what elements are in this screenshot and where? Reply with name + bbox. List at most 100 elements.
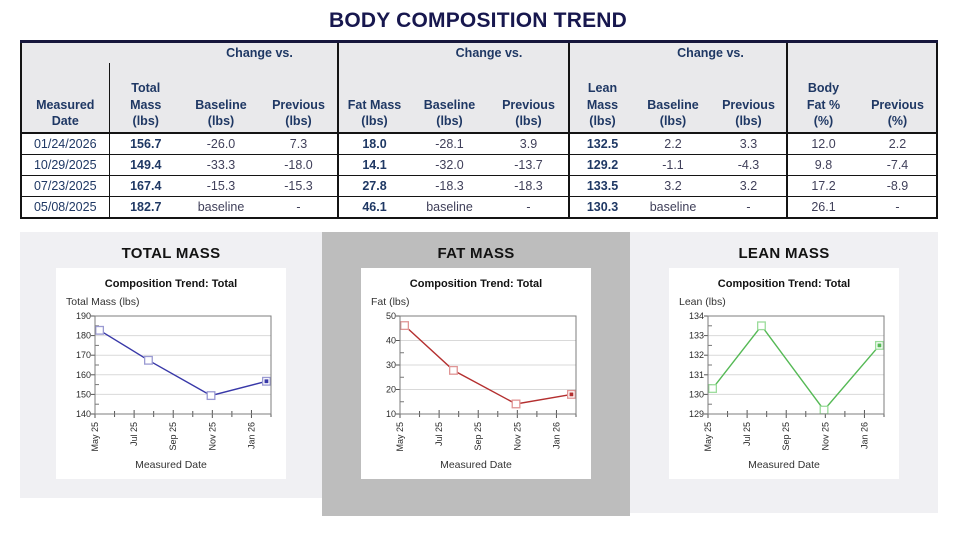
- x-axis-tick-label: Sep 25: [781, 422, 791, 451]
- table-cell: -28.1: [410, 133, 489, 155]
- data-point-marker: [95, 325, 105, 335]
- table-row: 10/29/2025 149.4 -33.3 -18.0 14.1 -32.0 -13.7 1…: [21, 154, 937, 176]
- trend-chart-svg: 10 20 30 40 50 May 25 Jul 25 Sep 25 Nov 25 Jan 26: [386, 311, 577, 452]
- table-cell: 17.2: [786, 175, 859, 197]
- table-cell: 18.0: [337, 133, 410, 155]
- table-cell: -26.0: [182, 133, 260, 155]
- y-axis-tick-label: 132: [689, 350, 704, 360]
- table-cell: -1.1: [635, 154, 711, 176]
- chart-panel-total-mass: TOTAL MASS Composition Trend: Total Total …: [20, 232, 322, 498]
- table-cell: -33.3: [182, 154, 260, 176]
- header-group-row: Change vs. Change vs. Change vs.: [21, 41, 937, 63]
- x-axis-tick-label: Jan 26: [246, 422, 256, 449]
- table-cell: 133.5: [568, 175, 635, 197]
- y-axis-tick-label: 180: [76, 331, 91, 341]
- column-header: Fat Mass (lbs): [337, 63, 410, 134]
- y-axis-tick-label: 131: [689, 370, 704, 380]
- trend-chart-svg: 140 150 160 170 180 190 May 25 Jul 25 Sep 25 Nov …: [76, 311, 272, 452]
- table-cell: -: [895, 200, 900, 214]
- latest-point-marker: [569, 392, 574, 397]
- table-cell: 129.2: [568, 154, 635, 176]
- latest-point-marker: [877, 343, 882, 348]
- data-point-marker: [511, 399, 521, 409]
- table-cell: 3.9: [489, 133, 569, 155]
- table-cell: 167.4: [109, 175, 182, 197]
- header-spacer: [859, 41, 937, 63]
- latest-point-marker: [264, 379, 269, 384]
- y-axis-tick-label: 160: [76, 370, 91, 380]
- y-axis-tick-label: 134: [689, 311, 704, 321]
- chart-panel-lean-mass: LEAN MASS Composition Trend: Total Lean (l…: [630, 232, 938, 513]
- header-spacer: [337, 41, 410, 63]
- x-axis-tick-label: May 25: [703, 422, 713, 452]
- table-cell: -8.9: [859, 175, 937, 197]
- x-axis-tick-label: Jan 26: [551, 422, 561, 449]
- data-point-marker: [708, 384, 718, 393]
- table-cell: 132.5: [568, 133, 635, 155]
- chart-title: Composition Trend: Total: [409, 278, 543, 290]
- change-vs-header: Change vs.: [410, 41, 569, 63]
- chart-x-axis-label: Measured Date: [135, 459, 207, 471]
- table-cell: 26.1: [786, 196, 859, 218]
- table-cell: 10/29/2025: [21, 154, 110, 176]
- column-header: Previous (lbs): [260, 63, 338, 134]
- trend-line: [99, 329, 267, 397]
- y-axis-tick-label: 40: [386, 336, 396, 346]
- page-title: BODY COMPOSITION TREND: [328, 9, 628, 32]
- panel-heading: FAT MASS: [437, 245, 515, 262]
- trend-line: [712, 324, 880, 412]
- table-cell: 9.8: [786, 154, 859, 176]
- table-cell: 130.3: [568, 196, 635, 218]
- data-point-marker: [757, 321, 766, 331]
- table-row: 07/23/2025 167.4 -15.3 -15.3 27.8 -18.3 -18.3 1…: [21, 175, 937, 197]
- table-cell: 01/24/2026: [21, 133, 110, 155]
- table-cell: 07/23/2025: [21, 175, 110, 197]
- chart-panels: TOTAL MASS Composition Trend: Total Total …: [20, 232, 938, 516]
- panel-heading: LEAN MASS: [738, 245, 830, 262]
- change-vs-header: Change vs.: [635, 41, 787, 63]
- table-cell: 7.3: [260, 133, 338, 155]
- y-axis-tick-label: 133: [689, 331, 704, 341]
- table-row: 01/24/2026 156.7 -26.0 7.3 18.0 -28.1 3.9 132.5…: [21, 133, 937, 155]
- chart-panel-fat-mass: FAT MASS Composition Trend: Total Fat (lbs…: [322, 232, 630, 516]
- table-cell: -15.3: [182, 175, 260, 197]
- table-cell: -13.7: [489, 154, 569, 176]
- table-cell: -32.0: [410, 154, 489, 176]
- data-point-marker: [449, 365, 458, 375]
- y-axis-tick-label: 10: [386, 409, 396, 419]
- y-axis-tick-label: 130: [689, 389, 704, 399]
- table-cell: 182.7: [130, 200, 162, 214]
- data-point-marker: [144, 355, 153, 365]
- y-axis-tick-label: 129: [689, 409, 704, 419]
- x-axis-tick-label: Nov 25: [207, 422, 217, 451]
- x-axis-tick-label: Jul 25: [742, 422, 752, 446]
- column-header: Lean Mass (lbs): [568, 63, 635, 134]
- y-axis-tick-label: 170: [76, 350, 91, 360]
- chart-y-axis-label: Total Mass (lbs): [66, 296, 140, 308]
- table-cell: -15.3: [260, 175, 338, 197]
- trend-line: [404, 325, 572, 405]
- chart-title: Composition Trend: Total: [717, 278, 851, 290]
- column-header: Previous (%): [859, 63, 937, 134]
- y-axis-tick-label: 30: [386, 360, 396, 370]
- x-axis-tick-label: Sep 25: [168, 422, 178, 451]
- column-header: Baseline (lbs): [410, 63, 489, 134]
- y-axis-tick-label: 150: [76, 389, 91, 399]
- data-point-marker: [819, 405, 829, 415]
- table-cell: 14.1: [337, 154, 410, 176]
- y-axis-tick-label: 20: [386, 385, 396, 395]
- chart-card: Composition Trend: Total Lean (lbs) 129 130…: [669, 268, 899, 479]
- column-header: Previous (lbs): [489, 63, 569, 134]
- table-cell: 3.3: [711, 133, 787, 155]
- chart-y-axis-label: Lean (lbs): [679, 296, 726, 308]
- column-header: Previous (lbs): [711, 63, 787, 134]
- table-cell: -: [296, 200, 301, 214]
- column-header: Baseline (lbs): [182, 63, 260, 134]
- header-spacer: [786, 41, 859, 63]
- y-axis-tick-label: 140: [76, 409, 91, 419]
- column-header: Baseline (lbs): [635, 63, 711, 134]
- x-axis-tick-label: Jul 25: [434, 422, 444, 446]
- y-axis-tick-label: 50: [386, 311, 396, 321]
- x-axis-tick-label: Jan 26: [859, 422, 869, 449]
- table-cell: 05/08/2025: [21, 196, 110, 218]
